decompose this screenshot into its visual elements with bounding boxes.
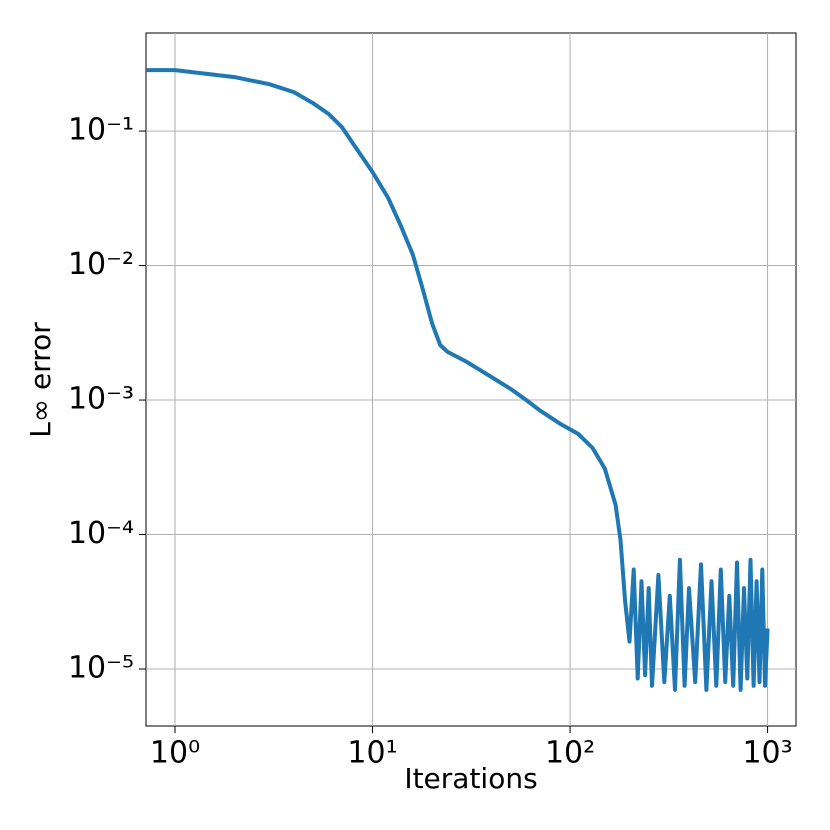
x-axis-label: Iterations (404, 762, 537, 795)
x-tick-label: 10² (545, 736, 595, 771)
y-tick-label: 10⁻² (68, 247, 134, 282)
y-axis-label: L∞ error (24, 322, 57, 438)
x-tick-label: 10³ (742, 736, 792, 771)
y-tick-label: 10⁻¹ (68, 113, 134, 148)
x-tick-label: 10¹ (347, 736, 397, 771)
y-tick-label: 10⁻³ (68, 382, 134, 417)
y-tick-label: 10⁻⁵ (68, 651, 134, 686)
y-tick-label: 10⁻⁴ (68, 516, 134, 551)
data-line (146, 68, 770, 692)
x-tick-label: 10⁰ (150, 736, 200, 771)
